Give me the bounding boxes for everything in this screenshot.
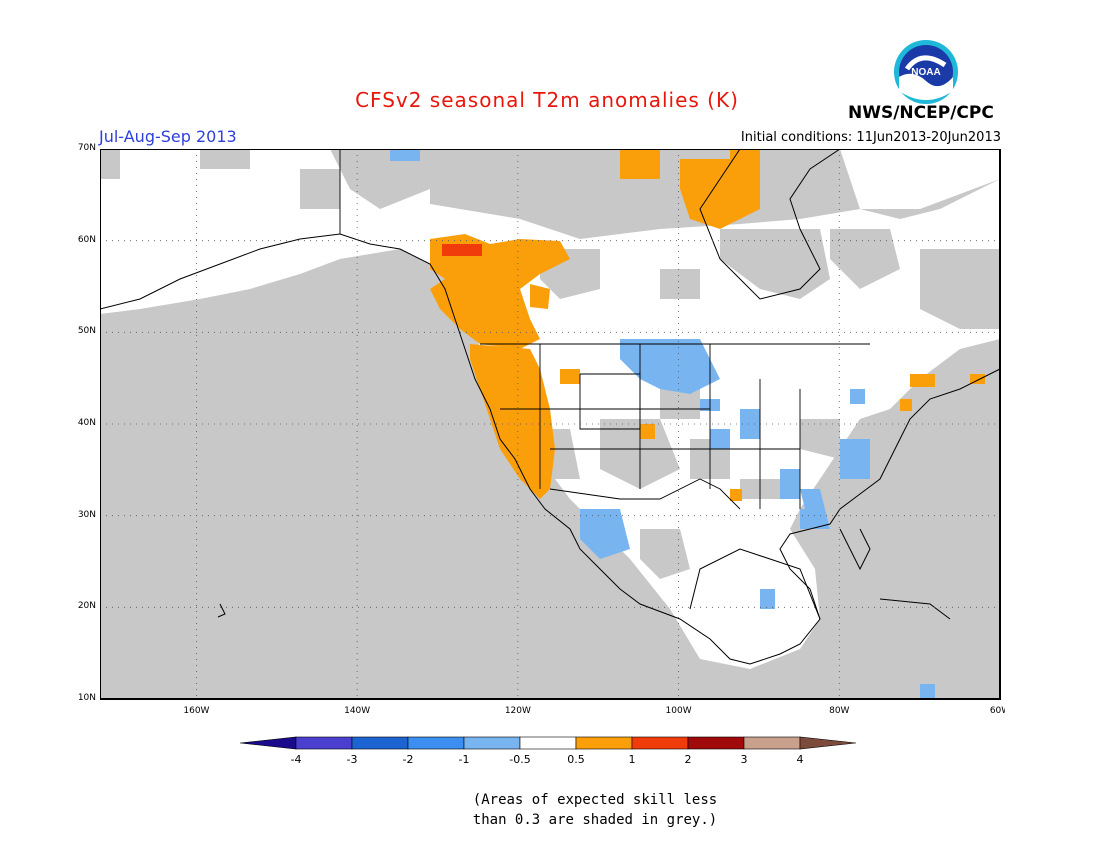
legend-tick-label: 1 [629, 753, 636, 766]
legend-bin [631, 736, 689, 750]
warm-anomaly-areas [430, 149, 985, 501]
legend-tick-label: -1 [459, 753, 470, 766]
legend-tick-label: -4 [291, 753, 302, 766]
legend-arrow-high [799, 736, 857, 750]
legend-bin [407, 736, 465, 750]
skill-note-line-1: (Areas of expected skill less [472, 792, 718, 808]
map-frame [100, 149, 1001, 700]
legend-bin [743, 736, 801, 750]
legend-bin [351, 736, 409, 750]
latitude-label: 20N [77, 601, 96, 612]
legend-tick-label: -2 [403, 753, 414, 766]
anomaly-map: 160W 140W 120W 100W 80W 60W [100, 149, 1005, 716]
longitude-label: 100W [666, 706, 692, 716]
political-borders [339, 149, 870, 510]
legend-tick-label: -3 [347, 753, 358, 766]
strong-warm-anomaly [442, 244, 482, 256]
latitude-label: 70N [77, 143, 96, 153]
legend-tick-label: 4 [797, 753, 804, 766]
longitude-label: 80W [829, 706, 849, 716]
latitude-label: 40N [77, 418, 96, 428]
longitude-labels: 160W 140W 120W 100W 80W 60W [183, 706, 1005, 716]
longitude-label: 60W [990, 706, 1005, 716]
skill-note-line-2: than 0.3 are shaded in grey.) [472, 812, 718, 828]
legend-tick-label: 3 [741, 753, 748, 766]
legend-tick-label: 2 [685, 753, 692, 766]
legend-bin [575, 736, 633, 750]
coastlines [100, 149, 1001, 665]
initial-conditions-label: Initial conditions: 11Jun2013-20Jun2013 [740, 130, 1001, 145]
legend-bin [687, 736, 745, 750]
map-title: CFSv2 seasonal T2m anomalies (K) [355, 88, 739, 112]
latitude-label: 10N [77, 693, 96, 703]
graticule [100, 149, 1000, 699]
legend-tick-label: 0.5 [567, 753, 585, 766]
legend-bin [295, 736, 353, 750]
latitude-label: 50N [77, 326, 96, 337]
longitude-label: 160W [183, 706, 209, 716]
longitude-label: 140W [344, 706, 370, 716]
skill-note: (Areas of expected skill less than 0.3 a… [0, 790, 1100, 830]
svg-text:NOAA: NOAA [911, 67, 940, 78]
agency-label: NWS/NCEP/CPC [848, 103, 994, 123]
legend-bin [519, 736, 577, 750]
noaa-logo-icon: NOAA [894, 40, 958, 104]
latitude-label: 30N [77, 509, 96, 520]
latitude-label: 60N [77, 234, 96, 245]
color-legend: -4 -3 -2 -1 -0.5 0.5 1 2 3 4 [240, 736, 857, 766]
longitude-label: 120W [505, 706, 531, 716]
legend-arrow-low [240, 736, 297, 750]
season-label: Jul-Aug-Sep 2013 [99, 127, 237, 146]
legend-bin [463, 736, 521, 750]
legend-tick-label: -0.5 [509, 753, 530, 766]
cool-anomaly-areas [390, 149, 935, 699]
